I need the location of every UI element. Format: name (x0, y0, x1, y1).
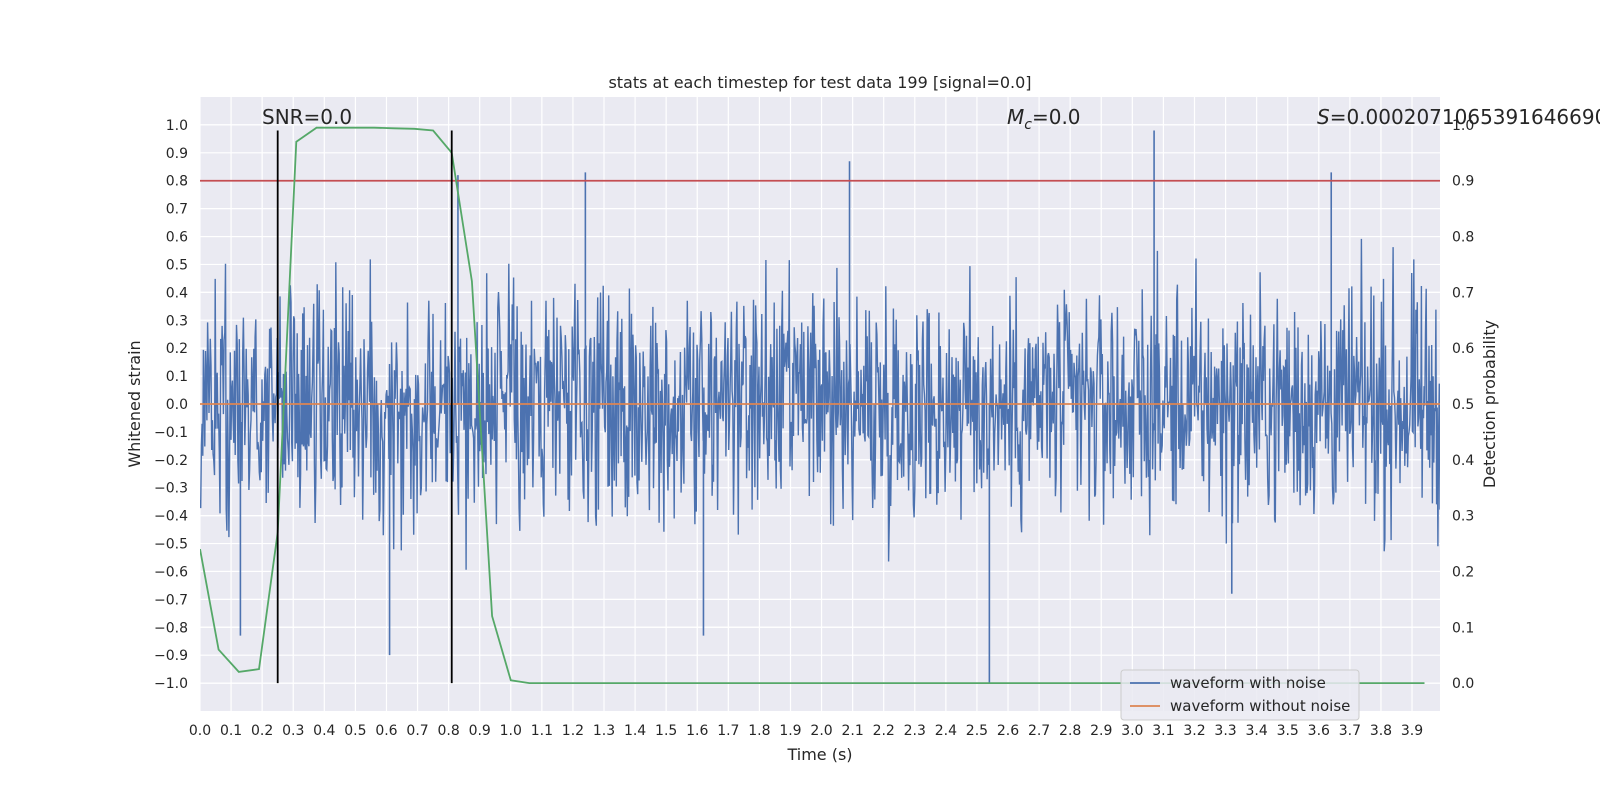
x-tick-label: 2.1 (841, 723, 863, 739)
x-tick-label: 3.3 (1214, 723, 1236, 739)
x-tick-label: 0.3 (282, 723, 304, 739)
y-tick-label: 0.8 (166, 174, 188, 190)
y-tick-label: −1.0 (154, 676, 188, 692)
y-tick-label: 0.6 (166, 230, 188, 246)
x-tick-label: 3.2 (1183, 723, 1205, 739)
y-right-tick-label: 0.3 (1452, 509, 1474, 525)
x-tick-label: 0.2 (251, 723, 273, 739)
y-right-tick-label: 0.1 (1452, 620, 1474, 636)
x-tick-label: 2.7 (1028, 723, 1050, 739)
s-annotation: S=0.00020710653916466908 (1317, 105, 1600, 129)
chart-title: stats at each timestep for test data 199… (608, 73, 1031, 92)
y-right-tick-label: 0.8 (1452, 230, 1474, 246)
x-tick-label: 3.7 (1339, 723, 1361, 739)
y-tick-label: −0.4 (154, 509, 188, 525)
y-tick-label: −0.2 (154, 453, 188, 469)
x-tick-label: 2.8 (1059, 723, 1081, 739)
y-right-tick-label: 0.7 (1452, 285, 1474, 301)
x-tick-label: 1.9 (779, 723, 801, 739)
legend-label-waveform-without-noise: waveform without noise (1170, 697, 1350, 715)
y-tick-label: −0.3 (154, 481, 188, 497)
y-tick-label: −0.7 (154, 592, 188, 608)
x-tick-label: 1.4 (624, 723, 646, 739)
y-tick-label: 0.2 (166, 341, 188, 357)
y-tick-label: −0.6 (154, 564, 188, 580)
x-tick-label: 3.4 (1246, 723, 1268, 739)
y-right-tick-label: 0.5 (1452, 397, 1474, 413)
y-axis-label: Whitened strain (125, 340, 144, 467)
x-tick-label: 2.0 (810, 723, 832, 739)
x-tick-label: 0.9 (469, 723, 491, 739)
y-tick-label: 1.0 (166, 118, 188, 134)
y-tick-label: 0.7 (166, 202, 188, 218)
y-right-tick-label: 1.0 (1452, 118, 1474, 134)
x-tick-label: 0.7 (406, 723, 428, 739)
series-layer (200, 126, 1440, 684)
y-tick-label: −0.8 (154, 620, 188, 636)
x-tick-label: 1.7 (717, 723, 739, 739)
y-right-tick-label: 0.9 (1452, 174, 1474, 190)
x-tick-label: 3.9 (1401, 723, 1423, 739)
annotations-layer (276, 130, 453, 684)
y-right-tick-label: 0.2 (1452, 564, 1474, 580)
x-tick-label: 1.3 (593, 723, 615, 739)
y-axis-right-label: Detection probability (1480, 320, 1499, 488)
x-tick-label: 3.6 (1308, 723, 1330, 739)
x-tick-label: 3.8 (1370, 723, 1392, 739)
x-axis-label: Time (s) (786, 745, 852, 764)
chirp-mass-annotation: Mc=0.0 (1007, 105, 1081, 133)
x-tick-label: 1.0 (500, 723, 522, 739)
snr-annotation: SNR=0.0 (262, 105, 352, 129)
x-tick-label: 2.4 (935, 723, 957, 739)
y-right-tick-label: 0.6 (1452, 341, 1474, 357)
legend-box (1120, 669, 1360, 721)
y-tick-label: 0.5 (166, 257, 188, 273)
y-tick-label: 0.0 (166, 397, 188, 413)
x-tick-label: 0.1 (220, 723, 242, 739)
y-tick-label: 0.1 (166, 369, 188, 385)
legend: waveform with noise waveform without noi… (1120, 669, 1360, 721)
series-line-detection-probability (200, 126, 1425, 684)
y-right-tick-label: 0.0 (1452, 676, 1474, 692)
x-tick-label: 2.9 (1090, 723, 1112, 739)
x-tick-label: 0.8 (437, 723, 459, 739)
x-tick-label: 2.6 (997, 723, 1019, 739)
tick-labels: 0.0 0.1 0.2 0.3 0.4 0.5 0.6 0.7 0.8 0.9 1.0 1.1 1.2 1… (154, 118, 1474, 739)
x-tick-label: 0.4 (313, 723, 335, 739)
x-tick-label: 3.5 (1277, 723, 1299, 739)
x-tick-label: 3.0 (1121, 723, 1143, 739)
x-tick-label: 0.6 (375, 723, 397, 739)
y-tick-label: 0.9 (166, 146, 188, 162)
series-line-waveform-with-noise (200, 238, 1440, 570)
x-tick-label: 2.3 (904, 723, 926, 739)
y-right-tick-label: 0.4 (1452, 453, 1474, 469)
legend-label-waveform-with-noise: waveform with noise (1170, 674, 1326, 692)
x-tick-label: 1.6 (686, 723, 708, 739)
x-tick-label: 3.1 (1152, 723, 1174, 739)
x-tick-label: 1.1 (531, 723, 553, 739)
x-tick-label: 1.8 (748, 723, 770, 739)
x-tick-label: 0.0 (189, 723, 211, 739)
x-tick-label: 2.2 (873, 723, 895, 739)
x-tick-label: 1.5 (655, 723, 677, 739)
x-tick-label: 1.2 (562, 723, 584, 739)
y-tick-label: 0.3 (166, 313, 188, 329)
x-tick-label: 0.5 (344, 723, 366, 739)
y-tick-label: 0.4 (166, 285, 188, 301)
x-tick-label: 2.5 (966, 723, 988, 739)
y-tick-label: −0.5 (154, 537, 188, 553)
y-tick-label: −0.1 (154, 425, 188, 441)
y-tick-label: −0.9 (154, 648, 188, 664)
